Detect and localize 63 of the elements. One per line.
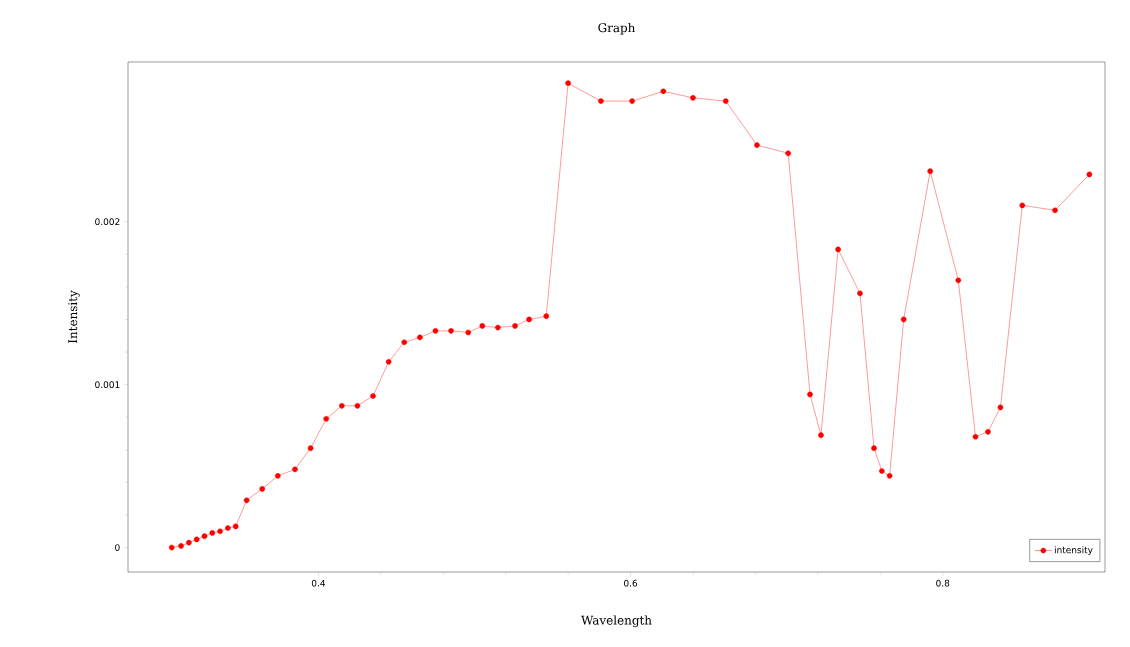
point [243, 497, 250, 504]
point [417, 334, 423, 341]
point [193, 536, 200, 543]
point [201, 533, 208, 539]
point [495, 324, 501, 331]
point [354, 403, 361, 409]
x-tick-label: 0.6 [624, 579, 638, 587]
point [370, 393, 376, 399]
x-axis-title: Wavelength [581, 615, 652, 628]
point [465, 329, 472, 336]
point [259, 486, 266, 492]
point [871, 445, 877, 451]
chart-title: Graph [598, 22, 636, 35]
point [807, 391, 813, 398]
point [543, 313, 550, 319]
point [512, 323, 518, 329]
point [186, 539, 192, 546]
y-axis-title: Intensity [68, 290, 80, 344]
point [401, 339, 408, 346]
point [232, 523, 239, 530]
point [857, 290, 863, 297]
point [972, 433, 979, 440]
point [754, 142, 760, 148]
point [629, 98, 635, 104]
point [722, 98, 729, 104]
point [565, 80, 571, 86]
point [275, 473, 281, 479]
point [209, 530, 216, 536]
point [168, 544, 175, 551]
point [448, 328, 454, 334]
point [307, 445, 314, 451]
point [835, 246, 841, 253]
point [900, 316, 907, 323]
point [385, 359, 392, 365]
point [225, 525, 231, 531]
y-tick-label: 0 [115, 544, 120, 551]
point [997, 404, 1004, 411]
point [217, 528, 223, 535]
point [785, 150, 791, 157]
point [526, 316, 532, 323]
point [660, 88, 667, 95]
legend-label: intensity [1054, 546, 1093, 555]
point [1086, 171, 1093, 178]
point [178, 543, 184, 549]
point [886, 473, 893, 479]
point [985, 429, 991, 435]
point [1019, 202, 1026, 209]
x-tick-label: 0.8 [936, 579, 950, 587]
point [432, 328, 439, 334]
y-tick-label: 0.002 [95, 218, 120, 226]
point [323, 416, 329, 422]
point [292, 466, 298, 473]
point [955, 277, 962, 284]
point [818, 432, 824, 438]
point [690, 95, 696, 101]
point [1052, 207, 1058, 214]
point [927, 168, 933, 174]
x-tick-label: 0.4 [311, 579, 326, 587]
point [339, 403, 345, 409]
point [598, 98, 604, 104]
y-tick-label: 0.001 [95, 381, 120, 389]
point [479, 323, 486, 329]
point [879, 468, 885, 474]
